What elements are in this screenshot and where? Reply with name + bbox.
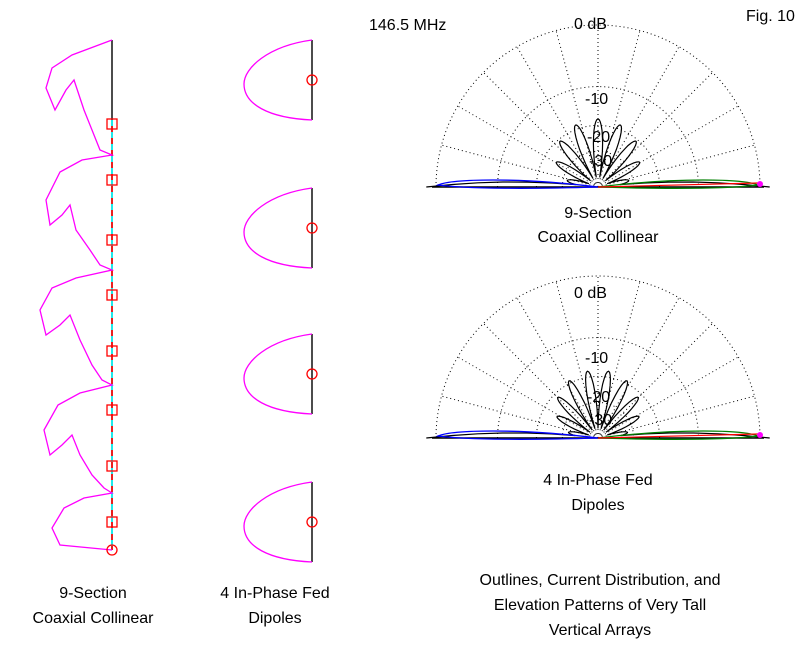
junction-marker [106, 118, 118, 130]
pattern-2-caption-line2: Dipoles [571, 497, 625, 514]
junction-marker [106, 345, 118, 357]
collinear-caption-line2: Coaxial Collinear [32, 610, 154, 627]
polar-grid-spoke [597, 297, 680, 439]
junction-marker [106, 404, 118, 416]
pattern-marker [757, 181, 763, 187]
collinear-current-curve [39, 39, 115, 551]
polar-grid-ring [535, 124, 661, 188]
pattern-1-ring-label-0db: 0 dB [574, 16, 607, 33]
main-lobe-left [435, 430, 599, 440]
figure-caption-line3: Vertical Arrays [548, 622, 652, 639]
junction-marker [106, 516, 118, 528]
polar-grid-spoke [597, 72, 713, 188]
figure-caption-line2: Elevation Patterns of Very Tall [493, 597, 707, 614]
dipole-2 [243, 187, 318, 269]
main-lobe-left [435, 179, 599, 189]
polar-grid-spoke [483, 323, 599, 439]
figure-caption-line1: Outlines, Current Distribution, and [479, 572, 721, 589]
pattern-2-ring-label-minus20: -20 [587, 389, 611, 406]
pattern-1-ring-label-minus10: -10 [585, 91, 609, 108]
elevation-pattern-lobes [426, 370, 770, 439]
collinear-outline [39, 39, 118, 556]
polar-grid-spoke [441, 395, 599, 439]
collinear-elevation-pattern [426, 24, 770, 189]
polar-grid-spoke [516, 46, 599, 188]
polar-grid-spoke [597, 144, 755, 188]
polar-grid-spoke [597, 323, 713, 439]
polar-grid-spoke [457, 105, 599, 188]
dipole-3 [243, 333, 318, 415]
polar-grid-spoke [457, 356, 599, 439]
polar-grid-spoke [483, 72, 599, 188]
dipole-1 [243, 39, 318, 121]
junction-marker [106, 289, 118, 301]
dipole-current-curve [243, 187, 313, 269]
collinear-feed-point [106, 544, 118, 556]
dipoles-caption-line1: 4 In-Phase Fed [220, 585, 330, 602]
polar-grid-spoke [597, 356, 739, 439]
polar-grid-spoke [597, 281, 641, 439]
frequency-label: 146.5 MHz [369, 17, 447, 34]
junction-marker [106, 460, 118, 472]
dipole-4 [243, 481, 318, 563]
pattern-2-ring-label-minus10: -10 [585, 350, 609, 367]
polar-grid-spoke [516, 297, 599, 439]
polar-grid-spoke [597, 30, 641, 188]
pattern-2-caption-line1: 4 In-Phase Fed [543, 472, 653, 489]
dipole-feed-point [306, 74, 318, 86]
polar-grid-spoke [597, 46, 680, 188]
dipole-feed-point [306, 222, 318, 234]
polar-grid-spoke [555, 281, 599, 439]
dipole-current-curve [243, 333, 313, 415]
polar-grid-ring [535, 375, 661, 439]
figure-label: Fig. 10 [746, 8, 795, 25]
dipole-current-curve [243, 481, 313, 563]
dipoles-caption-line2: Dipoles [248, 610, 302, 627]
junction-marker [106, 234, 118, 246]
elevation-trace-red [597, 433, 759, 439]
pattern-1-caption-line1: 9-Section [564, 205, 632, 222]
pattern-1-ring-label-minus30: -30 [589, 153, 613, 170]
pattern-marker [757, 432, 763, 438]
collinear-junction-markers [106, 118, 118, 528]
polar-grid-spoke [597, 395, 755, 439]
pattern-2-ring-label-minus30: -30 [589, 412, 613, 429]
polar-grid-ring [561, 401, 635, 439]
polar-grid-spoke [597, 105, 739, 188]
pattern-2-ring-label-0db: 0 dB [574, 285, 607, 302]
polar-grid-spoke [555, 30, 599, 188]
junction-marker [106, 174, 118, 186]
dipole-feed-point [306, 368, 318, 380]
elevation-trace-red [597, 182, 759, 188]
dipole-feed-point [306, 516, 318, 528]
pattern-1-caption-line2: Coaxial Collinear [537, 229, 659, 246]
elevation-pattern-lobes [426, 118, 770, 188]
dipoles-elevation-pattern [426, 275, 770, 440]
collinear-caption-line1: 9-Section [59, 585, 127, 602]
dipoles-outline [243, 39, 318, 563]
polar-grid-spoke [441, 144, 599, 188]
dipole-current-curve [243, 39, 313, 121]
pattern-1-ring-label-minus20: -20 [587, 129, 611, 146]
